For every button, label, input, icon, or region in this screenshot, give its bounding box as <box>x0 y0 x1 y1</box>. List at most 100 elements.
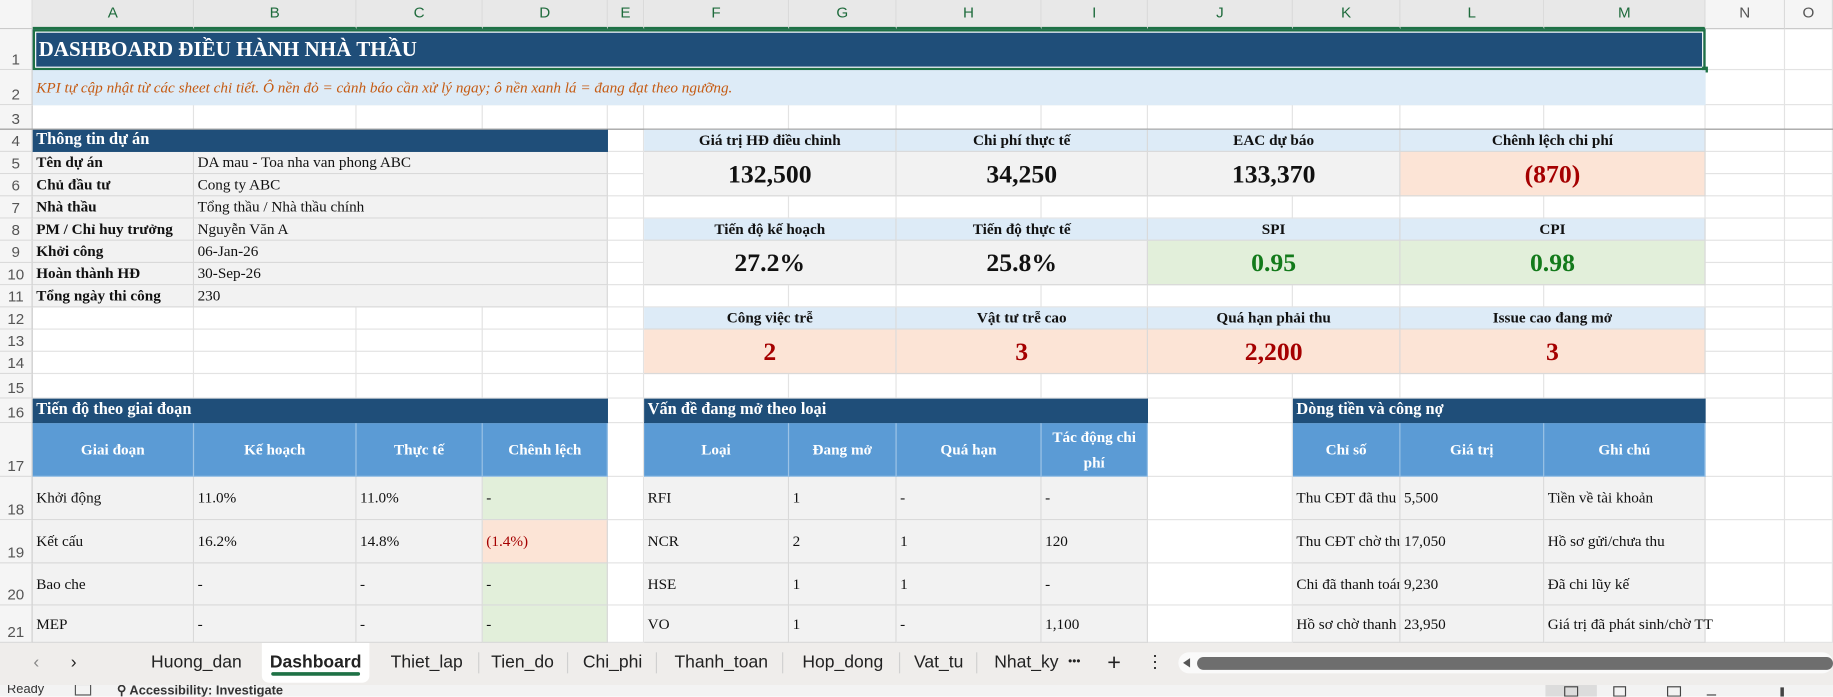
row-header-11[interactable]: 11 <box>0 285 33 308</box>
kpi-label[interactable]: Tiến độ thực tế <box>896 218 1148 241</box>
phase-column-header[interactable]: Thực tế <box>356 423 483 477</box>
column-header-M[interactable]: M <box>1544 0 1706 30</box>
project-info-value[interactable]: 230 <box>194 285 608 308</box>
phase-table-cell[interactable]: Khởi động <box>32 476 195 521</box>
sheet-tab-thiet_lap[interactable]: Thiet_lap <box>390 652 463 673</box>
kpi-value[interactable]: 27.2% <box>644 240 897 286</box>
issue-table-cell[interactable]: 1 <box>896 520 1042 564</box>
cash-column-header[interactable]: Ghi chú <box>1544 423 1706 477</box>
row-header-14[interactable]: 14 <box>0 351 33 375</box>
kpi-value[interactable]: 25.8% <box>896 240 1148 286</box>
phase-column-header[interactable]: Chênh lệch <box>482 423 608 477</box>
column-header-D[interactable]: D <box>482 0 608 30</box>
select-all-button[interactable] <box>0 0 33 30</box>
row-header-2[interactable]: 2 <box>0 70 33 106</box>
issue-table-cell[interactable]: RFI <box>644 476 790 521</box>
row-header-20[interactable]: 20 <box>0 563 33 606</box>
cash-table-cell[interactable]: Tiền về tài khoản <box>1544 476 1706 521</box>
issue-table-cell[interactable]: NCR <box>644 520 790 564</box>
row-header-12[interactable]: 12 <box>0 307 33 330</box>
kpi-value[interactable]: 132,500 <box>644 151 897 197</box>
cash-table-cell[interactable]: 23,950 <box>1400 605 1545 643</box>
issue-table-cell[interactable]: 1 <box>896 563 1042 606</box>
phase-table-cell[interactable]: - <box>194 563 357 606</box>
scroll-tabs-prev-button[interactable]: ‹ <box>33 652 40 673</box>
issue-table-cell[interactable]: 1 <box>789 476 897 521</box>
phase-table-cell[interactable]: - <box>482 563 608 606</box>
zoom-slider[interactable] <box>1780 687 1784 697</box>
project-info-label[interactable]: Tổng ngày thi công <box>32 285 195 308</box>
kpi-label[interactable]: CPI <box>1400 218 1706 241</box>
cash-table-cell[interactable]: Thu CĐT chờ thu <box>1292 520 1401 564</box>
project-info-value[interactable]: Nguyễn Văn A <box>194 218 608 241</box>
issue-table-cell[interactable]: 2 <box>789 520 897 564</box>
kpi-label[interactable]: Quá hạn phải thu <box>1147 307 1401 330</box>
issue-table-cell[interactable]: 1 <box>789 605 897 643</box>
sheet-options-button[interactable]: ⋮ <box>1146 652 1164 673</box>
column-header-N[interactable]: N <box>1705 0 1786 30</box>
project-info-label[interactable]: Nhà thầu <box>32 196 195 219</box>
sheet-tab-hop_dong[interactable]: Hop_dong <box>802 652 884 673</box>
sheet-tab-vat_tu[interactable]: Vat_tu <box>914 652 964 673</box>
phase-table-cell[interactable]: 14.8% <box>356 520 483 564</box>
phase-table-cell[interactable]: Bao che <box>32 563 195 606</box>
cash-table-cell[interactable]: Giá trị đã phát sinh/chờ TT <box>1544 605 1713 643</box>
project-info-label[interactable]: Chủ đầu tư <box>32 174 195 197</box>
column-header-I[interactable]: I <box>1041 0 1148 30</box>
kpi-label[interactable]: Tiến độ kế hoạch <box>644 218 897 241</box>
column-header-L[interactable]: L <box>1400 0 1545 30</box>
row-header-16[interactable]: 16 <box>0 398 33 424</box>
cash-table-cell[interactable]: 5,500 <box>1400 476 1545 521</box>
project-info-label[interactable]: Hoàn thành HĐ <box>32 263 195 286</box>
cash-table-cell[interactable]: Đã chi lũy kế <box>1544 563 1706 606</box>
cash-table-header[interactable]: Dòng tiền và công nợ <box>1292 398 1706 424</box>
phase-table-cell[interactable]: - <box>194 605 357 643</box>
project-info-value[interactable]: 06-Jan-26 <box>194 240 608 264</box>
cash-column-header[interactable]: Giá trị <box>1400 423 1545 477</box>
sheet-tab-tien_do[interactable]: Tien_do <box>491 652 554 673</box>
macro-recording-icon[interactable] <box>74 685 92 696</box>
phase-table-cell[interactable]: 16.2% <box>194 520 357 564</box>
row-header-3[interactable]: 3 <box>0 105 33 130</box>
issue-table-cell[interactable]: - <box>896 605 1042 643</box>
cash-table-cell[interactable]: Hồ sơ chờ thanh toán <box>1292 605 1401 643</box>
row-header-5[interactable]: 5 <box>0 151 33 175</box>
kpi-value[interactable]: 133,370 <box>1147 151 1401 197</box>
row-header-4[interactable]: 4 <box>0 129 33 152</box>
row-header-19[interactable]: 19 <box>0 520 33 564</box>
issue-column-header[interactable]: Tác động chi phí <box>1041 423 1148 477</box>
column-header-C[interactable]: C <box>356 0 483 30</box>
row-header-10[interactable]: 10 <box>0 263 33 286</box>
fill-handle[interactable] <box>1702 66 1708 73</box>
normal-view-button[interactable] <box>1545 685 1597 697</box>
issue-table-cell[interactable]: HSE <box>644 563 790 606</box>
horizontal-scrollbar[interactable] <box>1178 652 1833 674</box>
phase-table-header[interactable]: Tiến độ theo giai đoạn <box>32 398 608 424</box>
phase-column-header[interactable]: Giai đoạn <box>32 423 195 477</box>
column-header-H[interactable]: H <box>896 0 1042 30</box>
cash-table-cell[interactable]: Chi đã thanh toán <box>1292 563 1401 606</box>
kpi-label[interactable]: Chi phí thực tế <box>896 129 1148 152</box>
project-info-value[interactable]: DA mau - Toa nha van phong ABC <box>194 151 608 175</box>
scroll-tabs-next-button[interactable]: › <box>70 652 77 673</box>
dashboard-title[interactable]: DASHBOARD ĐIỀU HÀNH NHÀ THẦU <box>32 29 1706 71</box>
phase-table-cell[interactable]: 11.0% <box>356 476 483 521</box>
row-header-21[interactable]: 21 <box>0 605 33 643</box>
subtitle-note[interactable]: KPI tự cập nhật từ các sheet chi tiết. Ô… <box>32 70 1706 106</box>
cash-table-cell[interactable]: 9,230 <box>1400 563 1545 606</box>
phase-table-cell[interactable]: MEP <box>32 605 195 643</box>
issue-table-cell[interactable]: - <box>1041 476 1148 521</box>
cash-table-cell[interactable]: Hồ sơ gửi/chưa thu <box>1544 520 1706 564</box>
kpi-value[interactable]: 34,250 <box>896 151 1148 197</box>
issue-table-cell[interactable]: - <box>1041 563 1148 606</box>
add-sheet-button[interactable]: + <box>1107 649 1121 676</box>
kpi-value[interactable]: 3 <box>1400 329 1706 375</box>
row-header-8[interactable]: 8 <box>0 218 33 241</box>
phase-table-cell[interactable]: 11.0% <box>194 476 357 521</box>
kpi-label[interactable]: Giá trị HĐ điều chỉnh <box>644 129 897 152</box>
column-header-K[interactable]: K <box>1292 0 1401 30</box>
zoom-out-button[interactable] <box>1706 694 1717 696</box>
kpi-label[interactable]: EAC dự báo <box>1147 129 1401 152</box>
kpi-value[interactable]: 0.95 <box>1147 240 1401 286</box>
column-header-J[interactable]: J <box>1147 0 1293 30</box>
